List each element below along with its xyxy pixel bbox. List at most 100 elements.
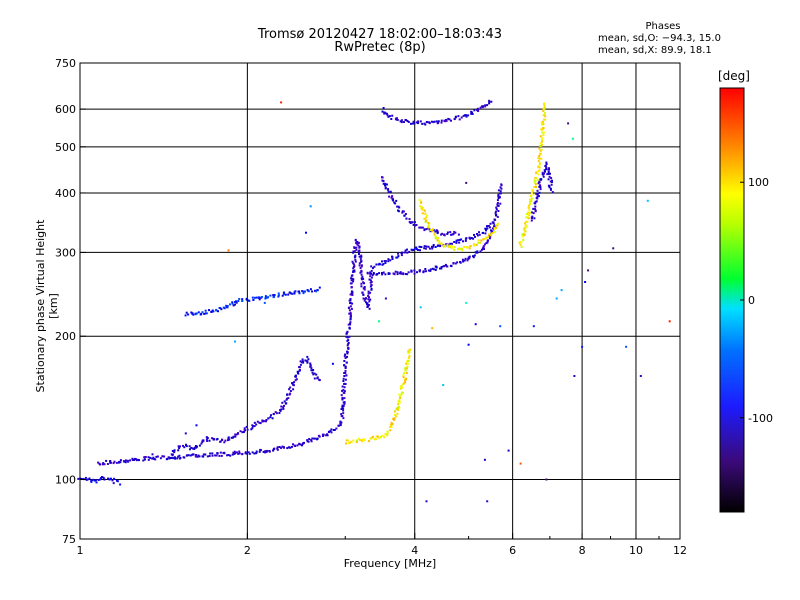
data-point	[493, 228, 496, 231]
grid	[80, 63, 680, 539]
data-point	[437, 121, 440, 124]
data-point	[184, 432, 187, 435]
data-point	[294, 375, 297, 378]
data-point	[275, 412, 278, 415]
data-point	[397, 405, 400, 408]
data-point	[550, 183, 553, 186]
data-point	[408, 356, 411, 359]
data-point	[373, 438, 376, 441]
data-point	[205, 438, 208, 441]
data-point	[453, 230, 456, 233]
data-point	[360, 264, 363, 267]
data-point	[312, 437, 315, 440]
data-point	[346, 439, 349, 442]
data-point	[433, 233, 436, 236]
data-point	[237, 300, 240, 302]
data-point	[241, 299, 244, 302]
data-point	[304, 359, 307, 362]
data-point	[288, 291, 291, 294]
data-point	[322, 433, 325, 436]
data-point	[450, 119, 452, 122]
data-point	[427, 221, 430, 224]
data-point	[427, 226, 430, 229]
data-point	[528, 208, 531, 211]
data-point	[343, 402, 346, 405]
data-point	[437, 244, 439, 247]
data-point	[287, 293, 290, 296]
data-point	[301, 444, 303, 447]
data-point	[179, 457, 182, 459]
data-point	[507, 449, 510, 452]
data-point	[376, 435, 379, 438]
y-tick-label: 750	[55, 57, 76, 70]
data-point	[370, 276, 373, 279]
data-point	[446, 265, 449, 268]
data-point	[383, 111, 386, 114]
data-point	[306, 361, 309, 364]
data-point	[442, 384, 445, 386]
data-point	[465, 181, 468, 184]
data-point	[363, 288, 366, 291]
data-point	[381, 110, 384, 113]
data-point	[350, 279, 353, 282]
data-point	[567, 122, 570, 125]
data-point	[489, 235, 492, 238]
data-point	[440, 266, 443, 268]
data-point	[357, 241, 360, 244]
data-point	[361, 278, 363, 281]
data-point	[474, 323, 477, 326]
data-point	[291, 292, 294, 295]
data-point	[478, 231, 480, 234]
data-point	[282, 406, 285, 409]
data-point	[204, 312, 207, 315]
data-point	[532, 325, 535, 328]
data-point	[536, 195, 539, 198]
data-point	[311, 371, 314, 374]
data-point	[289, 390, 292, 392]
data-point	[406, 365, 409, 368]
plot-frame	[79, 62, 681, 540]
data-point	[84, 476, 87, 479]
data-point	[490, 100, 493, 103]
data-point	[536, 197, 539, 200]
data-point	[539, 184, 542, 187]
data-point	[204, 453, 207, 456]
data-point	[177, 445, 180, 448]
data-point	[304, 290, 306, 293]
data-point	[341, 405, 344, 408]
data-point	[196, 445, 198, 448]
data-point	[196, 455, 199, 458]
data-point	[211, 452, 214, 455]
data-point	[276, 448, 279, 451]
data-point	[389, 259, 392, 262]
data-point	[242, 431, 245, 433]
phases-legend-title: Phases	[645, 21, 681, 32]
data-point	[477, 241, 480, 244]
data-point	[368, 307, 371, 310]
data-point	[529, 198, 531, 201]
data-point	[410, 270, 413, 273]
data-point	[415, 248, 418, 251]
data-point	[343, 375, 346, 377]
data-point	[387, 260, 390, 263]
data-point	[355, 248, 358, 251]
data-point	[151, 453, 154, 456]
data-point	[299, 360, 302, 363]
data-point	[555, 297, 558, 300]
data-point	[349, 441, 352, 444]
data-point	[420, 200, 423, 203]
data-point	[302, 442, 305, 445]
data-point	[317, 434, 320, 437]
data-point	[520, 245, 523, 248]
data-point	[342, 407, 345, 410]
data-point	[367, 290, 370, 293]
data-point	[422, 270, 425, 273]
data-point	[391, 114, 394, 117]
data-point	[423, 209, 426, 212]
data-point	[476, 233, 478, 235]
data-point	[458, 247, 461, 250]
data-point	[427, 245, 430, 248]
data-point	[286, 397, 288, 400]
data-point	[453, 246, 456, 249]
data-point	[538, 147, 541, 150]
